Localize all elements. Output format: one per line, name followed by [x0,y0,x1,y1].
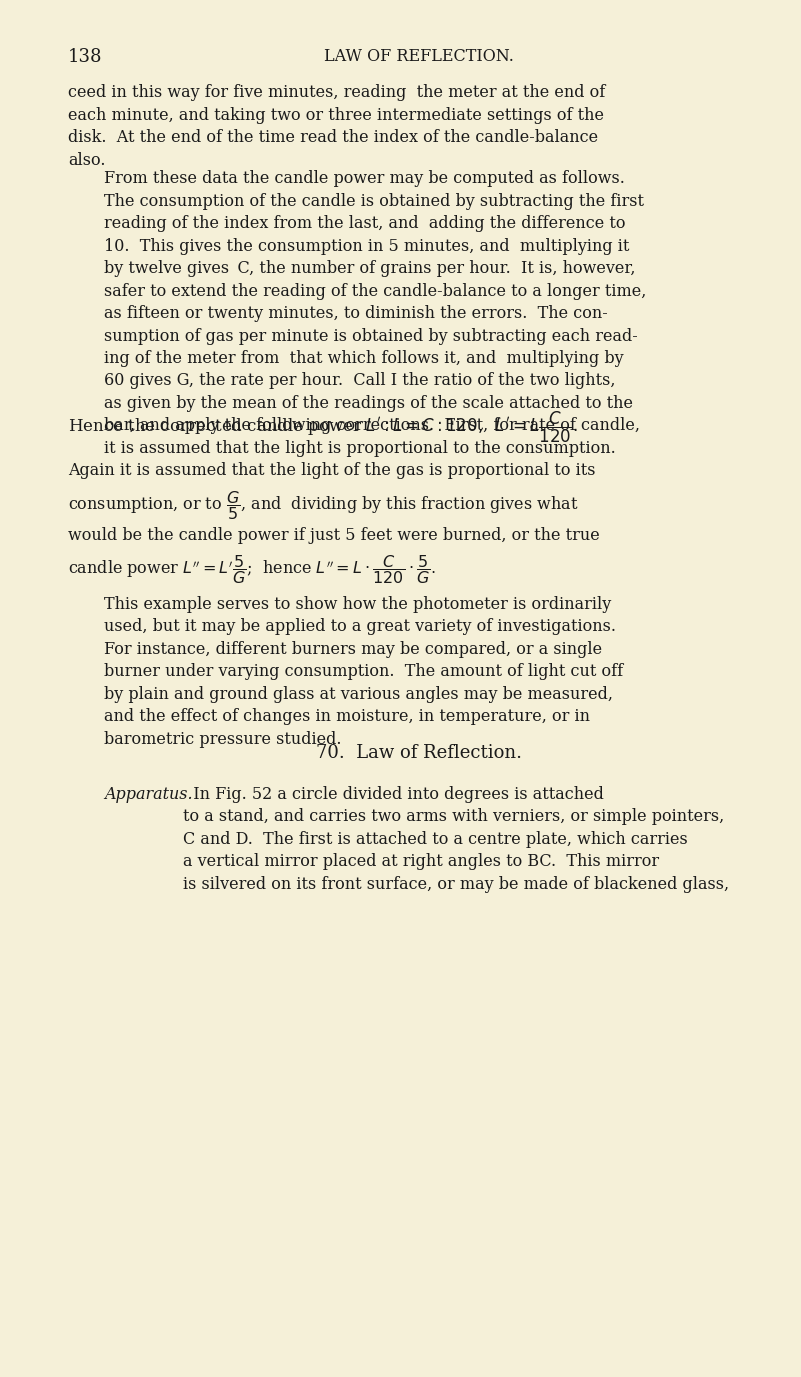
Text: candle power $L'' = L'\dfrac{5}{G}$;  hence $L'' = L \cdot \dfrac{C}{120} \cdot : candle power $L'' = L'\dfrac{5}{G}$; hen… [68,554,437,587]
Text: consumption, or to $\dfrac{G}{5}$, and  dividing by this fraction gives what: consumption, or to $\dfrac{G}{5}$, and d… [68,489,578,522]
Text: From these data the candle power may be computed as follows.
The consumption of : From these data the candle power may be … [104,171,646,457]
Text: 138: 138 [68,48,103,66]
Text: would be the candle power if just 5 feet were burned, or the true: would be the candle power if just 5 feet… [68,526,600,544]
Text: This example serves to show how the photometer is ordinarily
used, but it may be: This example serves to show how the phot… [104,596,623,748]
Text: Again it is assumed that the light of the gas is proportional to its: Again it is assumed that the light of th… [68,463,596,479]
Text: ceed in this way for five minutes, reading  the meter at the end of
each minute,: ceed in this way for five minutes, readi… [68,84,606,169]
Text: 70.  Law of Reflection.: 70. Law of Reflection. [316,745,521,763]
Text: In Fig. 52 a circle divided into degrees is attached
to a stand, and carries two: In Fig. 52 a circle divided into degrees… [183,786,729,892]
Text: LAW OF REFLECTION.: LAW OF REFLECTION. [324,48,513,65]
Text: Apparatus.: Apparatus. [104,786,193,803]
Text: Hence the corrected candle power $L' : L = C : 120,\;\; L' = L \dfrac{C}{120}.$: Hence the corrected candle power $L' : L… [68,409,578,445]
